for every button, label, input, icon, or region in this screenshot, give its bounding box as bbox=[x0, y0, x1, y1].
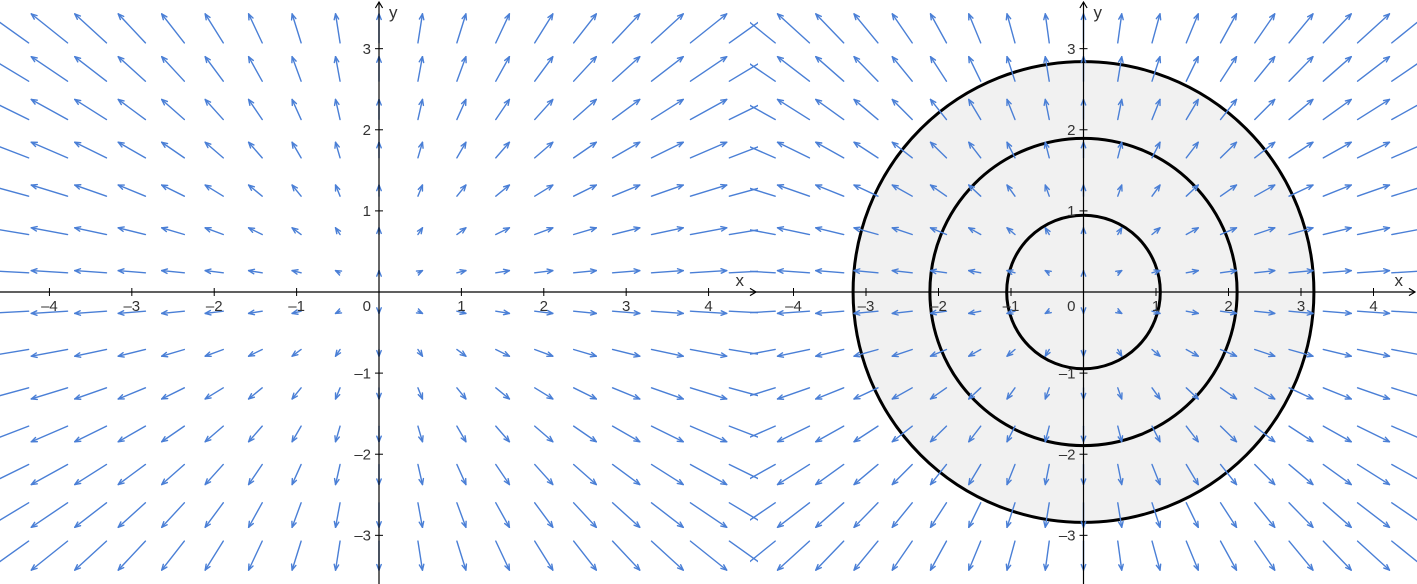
svg-text:2: 2 bbox=[1224, 298, 1232, 315]
svg-text:2: 2 bbox=[1067, 122, 1075, 139]
y-axis-label: y bbox=[389, 3, 398, 22]
svg-text:1: 1 bbox=[1152, 298, 1160, 315]
svg-text:–4: –4 bbox=[785, 298, 802, 315]
svg-text:3: 3 bbox=[1067, 41, 1075, 58]
svg-text:1: 1 bbox=[457, 298, 465, 315]
y-axis-label: y bbox=[1094, 3, 1103, 22]
left-plot-panel: –4 –3 –2 –1 0 1 2 3 4 –3 –2 –1 1 2 3 x y bbox=[0, 0, 758, 584]
right-plot-panel: –4 –3 –2 –1 0 1 2 3 4 –3 –2 –1 1 2 3 x y bbox=[750, 0, 1417, 584]
svg-text:–1: –1 bbox=[288, 298, 305, 315]
svg-text:–2: –2 bbox=[930, 298, 947, 315]
svg-text:4: 4 bbox=[704, 298, 712, 315]
svg-text:–3: –3 bbox=[354, 528, 371, 545]
x-axis-label: x bbox=[1395, 271, 1404, 290]
svg-text:–2: –2 bbox=[1059, 446, 1076, 463]
svg-text:–2: –2 bbox=[354, 446, 371, 463]
x-axis-label: x bbox=[736, 271, 745, 290]
svg-text:–1: –1 bbox=[354, 365, 371, 382]
svg-text:0: 0 bbox=[363, 298, 371, 315]
svg-text:3: 3 bbox=[1297, 298, 1305, 315]
svg-text:–1: –1 bbox=[1059, 365, 1076, 382]
svg-text:–2: –2 bbox=[206, 298, 223, 315]
svg-text:2: 2 bbox=[363, 122, 371, 139]
svg-text:3: 3 bbox=[363, 41, 371, 58]
svg-text:–3: –3 bbox=[1059, 528, 1076, 545]
svg-text:–1: –1 bbox=[1003, 298, 1020, 315]
svg-text:0: 0 bbox=[1067, 298, 1075, 315]
svg-text:1: 1 bbox=[1067, 203, 1075, 220]
svg-text:1: 1 bbox=[363, 203, 371, 220]
svg-text:–3: –3 bbox=[858, 298, 875, 315]
svg-text:4: 4 bbox=[1369, 298, 1377, 315]
figure-root: –4 –3 –2 –1 0 1 2 3 4 –3 –2 –1 1 2 3 x y –4 –3 –2 –1 0 1 2 3 4 –3… bbox=[0, 0, 1417, 584]
svg-text:–3: –3 bbox=[123, 298, 140, 315]
svg-text:3: 3 bbox=[622, 298, 630, 315]
svg-text:–4: –4 bbox=[41, 298, 58, 315]
svg-text:2: 2 bbox=[540, 298, 548, 315]
axes: –4 –3 –2 –1 0 1 2 3 4 –3 –2 –1 1 2 3 x y bbox=[0, 2, 756, 584]
